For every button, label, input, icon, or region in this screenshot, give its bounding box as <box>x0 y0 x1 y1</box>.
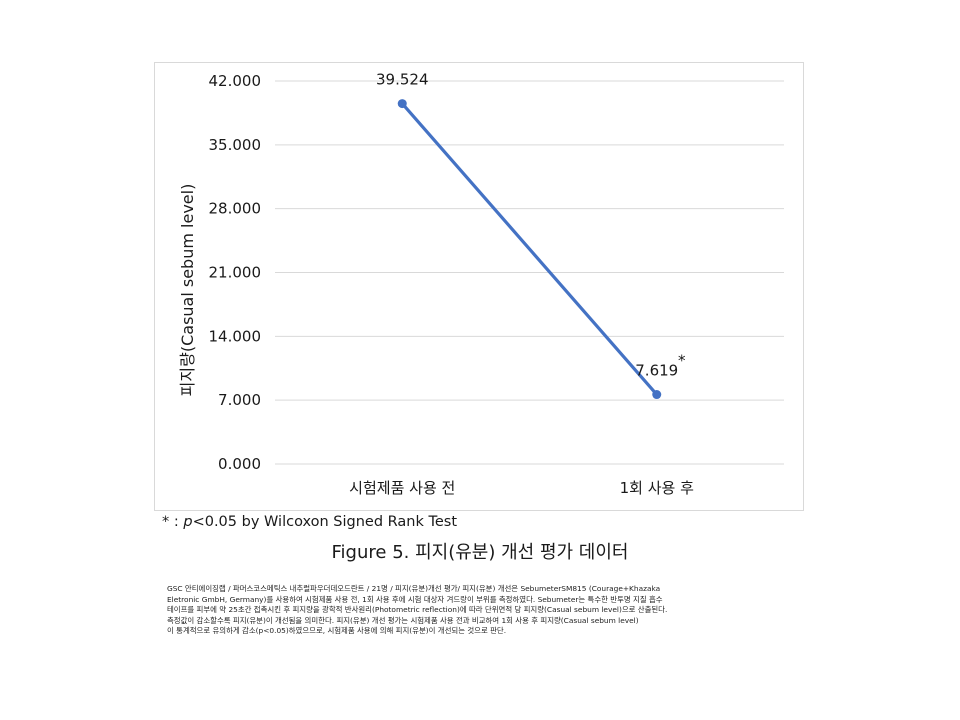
data-point <box>652 390 662 400</box>
chart-frame <box>154 62 804 511</box>
footnote-prefix: * : <box>162 514 184 530</box>
data-label: 39.524 <box>376 71 429 89</box>
description-line: 이 통계적으로 유의하게 감소(p<0.05)하였으므로, 시험제품 사용에 의… <box>167 626 507 636</box>
x-category-label: 시험제품 사용 전 <box>349 479 455 497</box>
description-line: Eletronic GmbH, Germany)를 사용하여 시험제품 사용 전… <box>167 594 663 604</box>
y-tick-label: 0.000 <box>218 455 261 473</box>
figure-caption: Figure 5. 피지(유분) 개선 평가 데이터 <box>331 542 629 563</box>
x-category-labels: 시험제품 사용 전 1회 사용 후 <box>349 479 694 497</box>
y-tick-label: 14.000 <box>209 327 262 345</box>
description-line: GSC 안티에이징랩 / 파머스코스메틱스 내추럴파우더데오드란트 / 21명 … <box>167 584 661 593</box>
figure-description: GSC 안티에이징랩 / 파머스코스메틱스 내추럴파우더데오드란트 / 21명 … <box>167 584 807 637</box>
significance-footnote: * : p<0.05 by Wilcoxon Signed Rank Test <box>162 514 457 530</box>
description-line: 테이프를 피부에 약 25초간 접촉시킨 후 피지량을 광학적 반사원리(Pho… <box>167 605 668 615</box>
x-category-label: 1회 사용 후 <box>620 479 694 497</box>
data-point <box>397 99 407 109</box>
y-tick-label: 7.000 <box>218 391 261 409</box>
description-line: 측정값이 감소할수록 피지(유분)이 개선됨을 의미한다. 피지(유분) 개선 … <box>167 615 639 625</box>
gridlines <box>275 80 784 465</box>
data-label: 7.619 <box>635 362 678 380</box>
series-layer <box>397 99 662 400</box>
footnote-p-symbol: p <box>183 514 193 530</box>
y-tick-label: 35.000 <box>209 136 262 154</box>
series-line <box>401 102 658 396</box>
y-tick-label: 21.000 <box>209 264 262 282</box>
footnote-text: <0.05 by Wilcoxon Signed Rank Test <box>192 514 458 530</box>
y-tick-labels: 0.000 7.000 14.000 21.000 28.000 35.000 42.000 <box>209 72 262 473</box>
y-axis-label: 피지량(Casual sebum level) <box>178 184 197 397</box>
y-tick-label: 42.000 <box>209 72 262 90</box>
y-tick-label: 28.000 <box>209 200 262 218</box>
significance-marker: * <box>678 352 686 370</box>
data-labels: 39.524 7.619* <box>376 71 686 380</box>
